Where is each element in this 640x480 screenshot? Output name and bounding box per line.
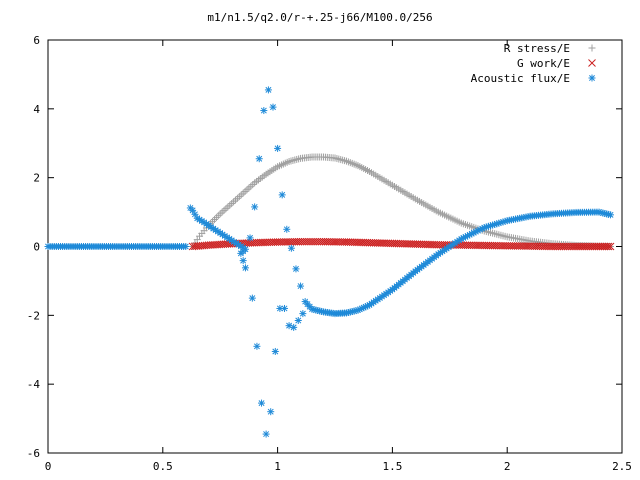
data-point [297, 282, 305, 290]
data-point [260, 107, 268, 115]
legend-marker [588, 59, 596, 67]
data-point [278, 191, 286, 199]
legend-label: G work/E [517, 57, 570, 70]
data-point [247, 182, 255, 190]
data-point [333, 155, 341, 163]
legend-label: R stress/E [504, 42, 570, 55]
x-tick-label: 0.5 [153, 460, 173, 473]
data-point [604, 242, 613, 251]
x-tick-label: 0 [45, 460, 52, 473]
data-point [239, 189, 247, 197]
y-tick-label: 2 [33, 172, 40, 185]
data-point [289, 156, 297, 164]
data-point [293, 155, 301, 163]
y-tick-label: -6 [27, 447, 40, 460]
data-point [235, 193, 243, 201]
data-point [262, 430, 270, 438]
data-point [331, 154, 339, 162]
data-point [241, 264, 249, 272]
data-point [339, 156, 347, 164]
data-point [222, 205, 230, 213]
data-point [233, 194, 241, 202]
legend-marker [588, 44, 596, 52]
data-point [241, 187, 249, 195]
data-point [237, 191, 245, 199]
series-1 [188, 237, 615, 251]
y-tick-label: -4 [27, 378, 41, 391]
data-point [274, 144, 282, 152]
data-point [283, 225, 291, 233]
data-point [255, 155, 263, 163]
legend-label: Acoustic flux/E [471, 72, 570, 85]
x-tick-label: 2.5 [612, 460, 632, 473]
data-point [269, 103, 277, 111]
data-point [299, 310, 307, 318]
series-2 [44, 86, 615, 438]
data-point [606, 242, 615, 251]
data-point [182, 243, 190, 250]
axis-ticks: 0 0.5 1 1.5 2 2.5 6 4 2 0 -2 -4 -6 [27, 34, 632, 473]
data-point [607, 211, 615, 219]
data-point [294, 316, 302, 324]
data-point [292, 265, 300, 273]
data-point [232, 196, 240, 204]
data-point [214, 212, 222, 220]
data-point [295, 155, 303, 163]
y-tick-label: -2 [27, 309, 40, 322]
data-point [237, 249, 245, 257]
data-point [253, 342, 261, 350]
chart-title: m1/n1.5/q2.0/r-+.25-j66/M100.0/256 [207, 11, 432, 24]
data-point [245, 184, 253, 192]
data-point [271, 347, 279, 355]
data-point [337, 156, 345, 164]
data-point [287, 244, 295, 252]
x-tick-label: 2 [504, 460, 511, 473]
data-point [212, 214, 220, 222]
data-point [246, 234, 254, 242]
data-point [239, 257, 247, 265]
x-tick-label: 1.5 [382, 460, 402, 473]
data-points [44, 86, 615, 438]
data-point [335, 155, 343, 163]
data-point [251, 203, 259, 211]
data-point [196, 216, 204, 224]
data-point [472, 228, 480, 236]
y-tick-label: 6 [33, 34, 40, 47]
data-point [220, 206, 228, 214]
data-point [243, 186, 251, 194]
data-point [258, 399, 266, 407]
y-tick-label: 4 [33, 103, 40, 116]
data-point [230, 198, 238, 206]
data-point [248, 294, 256, 302]
data-point [228, 199, 236, 207]
data-point [249, 181, 257, 189]
data-point [210, 215, 218, 223]
legend-marker [588, 74, 596, 82]
data-point [216, 210, 224, 218]
data-point [264, 86, 272, 94]
x-tick-label: 1 [274, 460, 281, 473]
data-point [290, 323, 298, 331]
data-point [291, 156, 299, 164]
data-point [267, 408, 275, 416]
legend: R stress/E G work/E Acoustic flux/E [471, 42, 596, 85]
y-tick-label: 0 [33, 241, 40, 254]
data-point [280, 304, 288, 312]
data-point [224, 203, 232, 211]
data-point [226, 201, 234, 209]
data-point [218, 208, 226, 216]
